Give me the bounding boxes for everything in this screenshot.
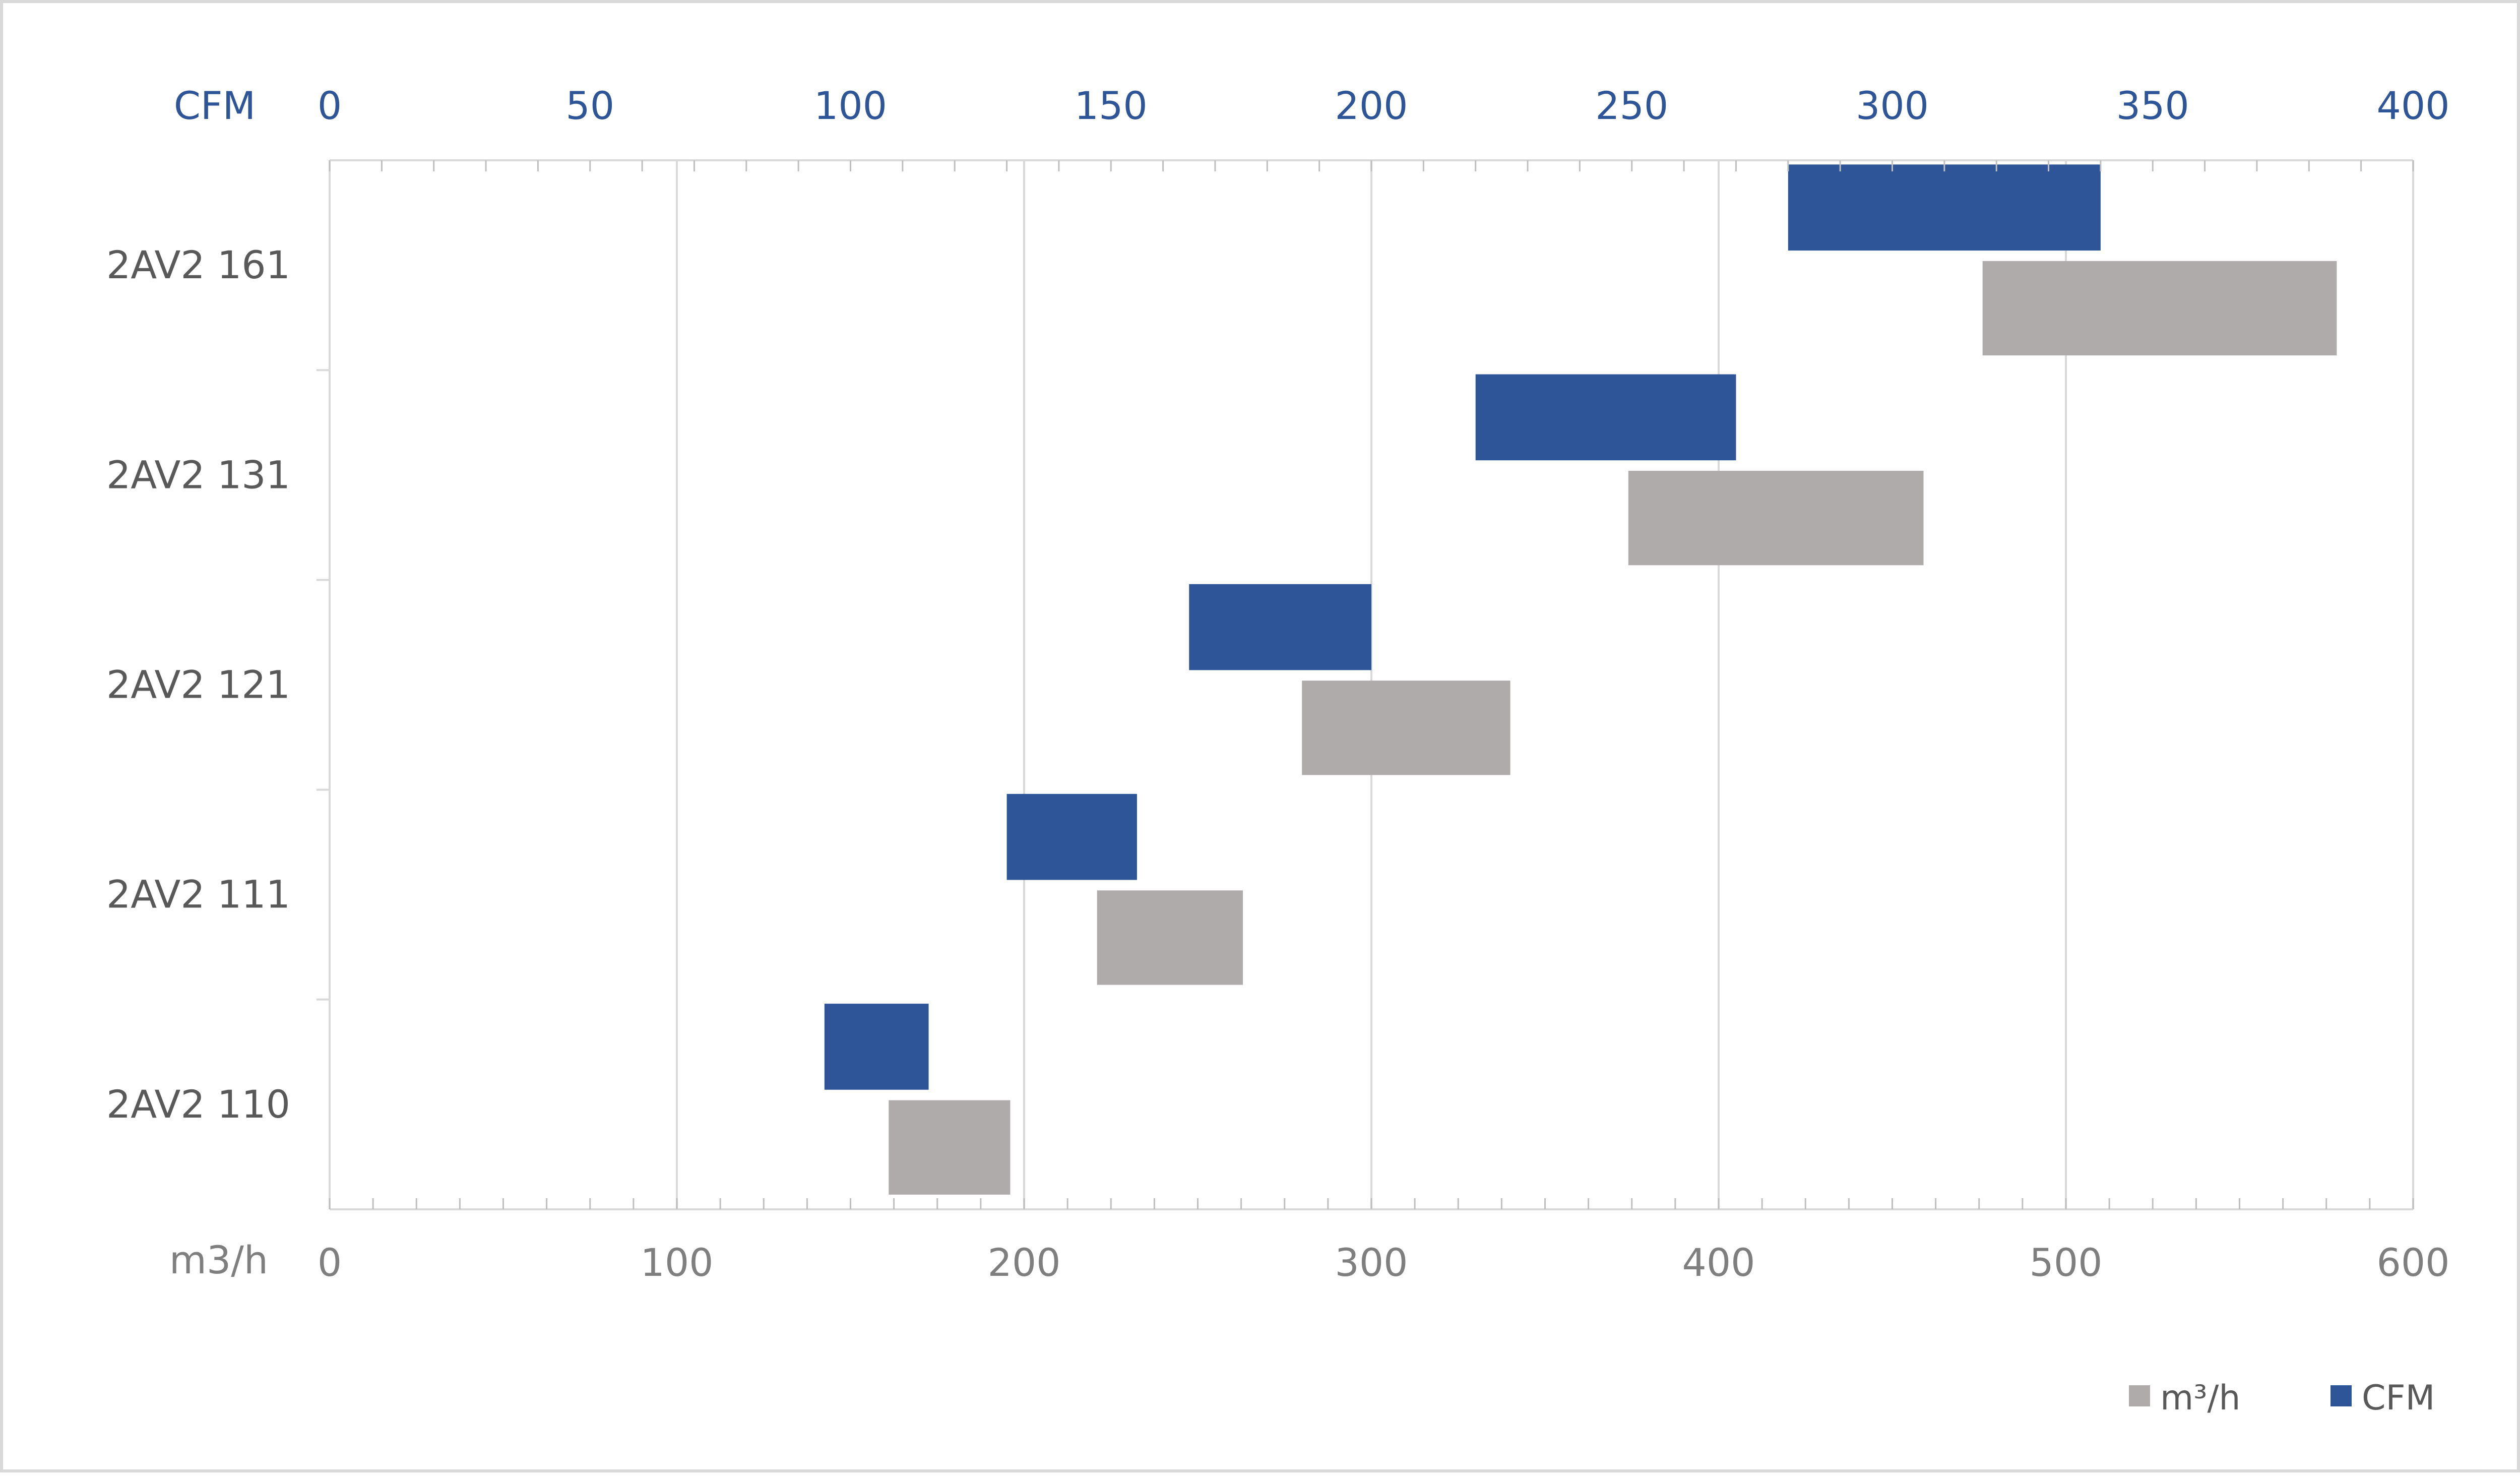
bar-cfm	[1475, 374, 1736, 461]
top-tick-label: 400	[2376, 83, 2449, 128]
bar-m3h	[1982, 261, 2337, 356]
top-axis-title: CFM	[174, 83, 256, 128]
category-label: 2AV2 110	[106, 1082, 290, 1127]
axis-labels: 2AV2 161 2AV2 131 2AV2 121 2AV2 111 2AV2 110…	[106, 83, 2450, 1285]
bottom-axis-title: m3/h	[169, 1238, 268, 1282]
bar-m3h	[1097, 890, 1243, 985]
top-tick-label: 250	[1595, 83, 1668, 128]
category-label: 2AV2 131	[106, 452, 290, 497]
bars	[824, 164, 2337, 1195]
bar-cfm	[1006, 793, 1137, 880]
category-label: 2AV2 161	[106, 242, 290, 287]
legend-label: CFM	[2362, 1378, 2435, 1418]
legend-swatch	[2129, 1385, 2150, 1406]
category-label: 2AV2 111	[106, 872, 290, 917]
bar-cfm	[1788, 164, 2101, 251]
bottom-tick-label: 0	[318, 1240, 342, 1285]
top-tick-label: 200	[1335, 83, 1408, 128]
top-tick-label: 350	[2116, 83, 2189, 128]
bottom-tick-label: 300	[1335, 1240, 1408, 1285]
axes	[317, 159, 2414, 1210]
legend-swatch	[2330, 1385, 2352, 1406]
top-tick-label: 50	[565, 83, 614, 128]
legend: m³/h CFM	[2129, 1378, 2435, 1418]
top-tick-label: 150	[1075, 83, 1148, 128]
bottom-tick-label: 200	[987, 1240, 1060, 1285]
top-tick-label: 300	[1856, 83, 1929, 128]
legend-label: m³/h	[2160, 1378, 2241, 1418]
bar-m3h	[889, 1100, 1011, 1195]
bar-cfm	[824, 1004, 929, 1090]
bar-m3h	[1628, 470, 1924, 566]
bottom-tick-label: 100	[640, 1240, 713, 1285]
range-bar-chart: 2AV2 161 2AV2 131 2AV2 121 2AV2 111 2AV2 110…	[106, 83, 2450, 1418]
bottom-tick-label: 500	[2029, 1240, 2102, 1285]
top-tick-label: 100	[814, 83, 887, 128]
category-label: 2AV2 121	[106, 662, 290, 707]
bar-m3h	[1302, 681, 1510, 775]
bar-cfm	[1189, 584, 1371, 670]
bottom-tick-label: 400	[1682, 1240, 1755, 1285]
top-tick-label: 0	[318, 83, 342, 128]
bottom-tick-label: 600	[2376, 1240, 2449, 1285]
